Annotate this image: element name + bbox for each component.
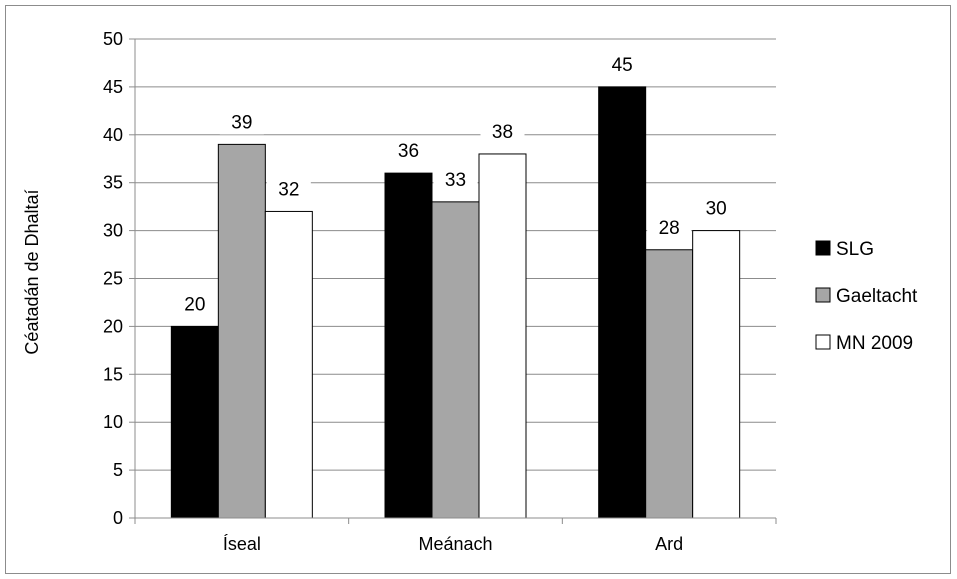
data-labels: 20 39 32 36 33 38 45 28 30 — [172, 50, 739, 317]
bar — [478, 153, 527, 519]
bar — [217, 143, 266, 519]
bar — [692, 230, 741, 519]
y-tick-label: 45 — [103, 77, 123, 97]
bar — [598, 86, 647, 519]
bar — [431, 201, 480, 519]
y-tick-label: 5 — [113, 460, 123, 480]
data-label: 32 — [278, 179, 299, 200]
data-label-background — [433, 165, 478, 192]
legend-swatch — [815, 240, 831, 256]
legend-label: MN 2009 — [836, 333, 913, 354]
data-label: 36 — [398, 141, 419, 162]
y-axis-title: Céatadán de Dhaltaí — [22, 189, 42, 354]
data-label: 45 — [612, 55, 633, 76]
data-label: 38 — [492, 122, 513, 143]
legend-swatch — [815, 334, 831, 350]
data-label-background — [172, 290, 217, 317]
bars — [170, 86, 741, 519]
data-label: 28 — [659, 218, 680, 239]
data-label: 39 — [231, 112, 252, 133]
x-tick-label: Ard — [655, 534, 683, 554]
tick-labels: 0 5 10 15 20 25 30 35 40 45 50 Íseal Meánach Ard — [103, 29, 683, 554]
bar — [170, 325, 219, 519]
data-label: 33 — [445, 170, 466, 191]
data-label-background — [600, 50, 645, 77]
legend-label: Gaeltacht — [836, 286, 918, 307]
y-tick-label: 20 — [103, 316, 123, 336]
bar — [645, 249, 694, 519]
x-tick-label: Íseal — [223, 534, 261, 554]
y-tick-label: 50 — [103, 29, 123, 49]
data-label-background — [694, 194, 739, 221]
y-tick-label: 10 — [103, 412, 123, 432]
data-label-background — [647, 213, 692, 240]
bar — [264, 210, 313, 519]
x-tick-label: Meánach — [418, 534, 492, 554]
y-tick-label: 15 — [103, 364, 123, 384]
y-tick-label: 40 — [103, 125, 123, 145]
y-tick-label: 35 — [103, 173, 123, 193]
y-tick-label: 30 — [103, 221, 123, 241]
data-label-background — [266, 175, 311, 202]
data-label-background — [480, 117, 525, 144]
legend-swatch — [815, 287, 831, 303]
data-label: 20 — [184, 294, 205, 315]
y-tick-label: 0 — [113, 508, 123, 528]
bar — [384, 172, 433, 519]
y-tick-label: 25 — [103, 269, 123, 289]
data-label-background — [219, 108, 264, 135]
data-label: 30 — [706, 199, 727, 220]
legend: SLG Gaeltacht MN 2009 — [815, 239, 918, 354]
legend-label: SLG — [836, 239, 874, 260]
data-label-background — [386, 137, 431, 164]
axes — [129, 38, 777, 524]
